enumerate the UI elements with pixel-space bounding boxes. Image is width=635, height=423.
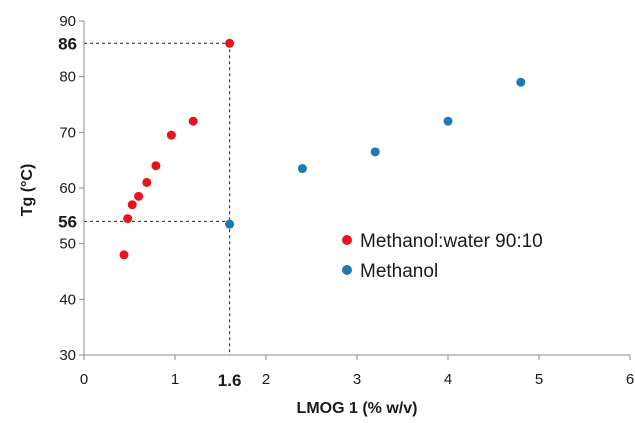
x-marker-label: 1.6 [218, 371, 242, 390]
y-tick-label: 40 [59, 291, 76, 308]
x-tick-label: 2 [262, 371, 270, 388]
x-tick-label: 1 [171, 371, 179, 388]
x-tick-label: 5 [535, 371, 543, 388]
legend-label-methanol: Methanol [360, 261, 438, 282]
data-point-series-0 [134, 191, 144, 201]
data-point-series-0 [151, 161, 161, 171]
y-axis-title: Tg (°C) [19, 164, 36, 217]
x-axis-title: LMOG 1 (% w/v) [297, 400, 418, 417]
x-tick-label: 3 [353, 371, 361, 388]
data-point-series-0 [123, 214, 133, 224]
data-point-series-0 [127, 200, 137, 210]
data-point-series-1 [516, 77, 526, 87]
x-tick-label: 6 [626, 371, 634, 388]
data-point-series-0 [188, 116, 198, 126]
data-points [119, 38, 526, 260]
y-tick-label: 30 [59, 347, 76, 364]
y-tick-label: 60 [59, 180, 76, 197]
data-point-series-0 [142, 177, 152, 187]
y-tick-label: 90 [59, 13, 76, 30]
guide-lines [84, 42, 231, 355]
y-tick-label: 80 [59, 69, 76, 86]
data-point-series-1 [443, 116, 453, 126]
y-marker-label-56: 56 [58, 212, 77, 231]
data-point-series-0 [166, 130, 176, 140]
data-point-series-1 [297, 164, 307, 174]
axes [79, 20, 631, 360]
data-point-series-0 [225, 38, 235, 48]
legend: Methanol:water 90:10 Methanol [342, 231, 543, 282]
x-tick-label: 4 [444, 371, 452, 388]
data-point-series-0 [119, 250, 129, 260]
y-tick-label: 50 [59, 236, 76, 253]
legend-label-methanol-water: Methanol:water 90:10 [360, 231, 543, 252]
y-marker-label-86: 86 [58, 34, 77, 53]
legend-marker-methanol-water [342, 235, 352, 245]
y-tick-label: 70 [59, 124, 76, 141]
data-point-series-1 [370, 147, 380, 157]
data-point-series-1 [225, 219, 235, 229]
x-tick-label: 0 [80, 371, 88, 388]
legend-marker-methanol [342, 265, 352, 275]
